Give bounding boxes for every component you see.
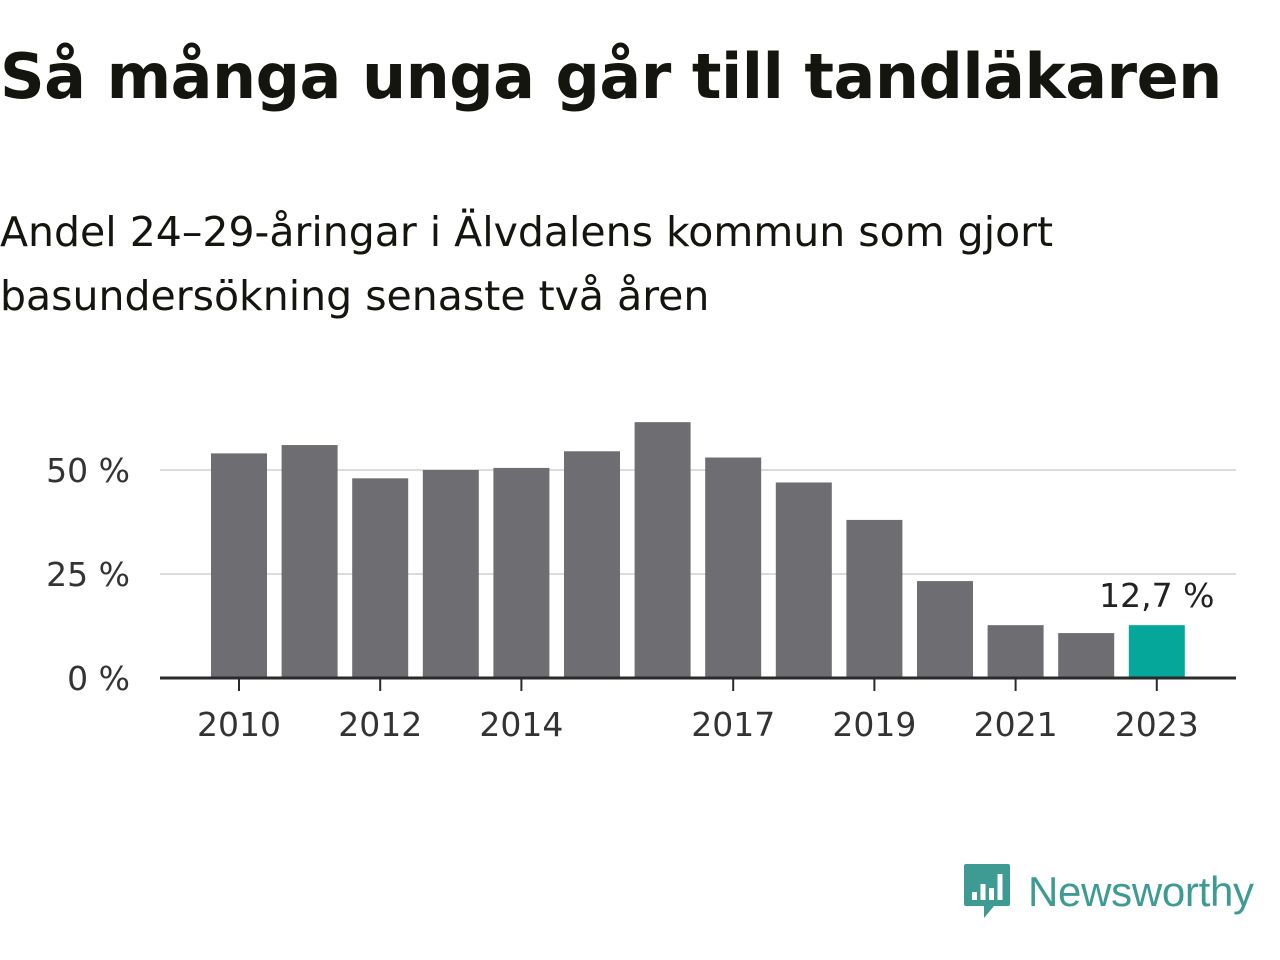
newsworthy-brand: Newsworthy (962, 862, 1254, 922)
gridlines (160, 469, 1236, 575)
axis-labels: 0 % 25 % 50 % 2010 2012 2014 2017 2019 2021 2023 1… (46, 451, 1214, 744)
bar-2013 (422, 470, 479, 678)
x-tick-label: 2019 (832, 705, 916, 744)
chart-subtitle: Andel 24–29-åringar i Älvdalens kommun s… (0, 208, 1054, 320)
bar-chart: 0 % 25 % 50 % 2010 2012 2014 2017 2019 2021 2023 1… (46, 422, 1236, 744)
x-tick-label: 2023 (1115, 705, 1199, 744)
x-axis (160, 676, 1236, 691)
chart-title: Så många unga går till tandläkaren (0, 40, 1222, 113)
bar-2020 (917, 581, 973, 678)
bar-2018 (775, 482, 832, 678)
bar-2022 (1058, 633, 1115, 678)
brand-name: Newsworthy (1028, 868, 1254, 915)
x-tick-label: 2012 (338, 705, 422, 744)
bars (211, 422, 1185, 678)
bar-2011 (281, 445, 338, 678)
y-tick-label: 25 % (46, 555, 130, 594)
y-tick-label: 50 % (46, 451, 130, 490)
bar-2019 (846, 519, 903, 678)
bar-2015 (564, 451, 620, 678)
bar-2021 (987, 625, 1044, 678)
value-label-2023: 12,7 % (1099, 576, 1214, 615)
bar-2010 (211, 453, 267, 678)
newsworthy-logo-icon (964, 864, 1010, 918)
x-tick-label: 2014 (479, 705, 563, 744)
bar-2016 (634, 422, 691, 678)
bar-2012 (352, 478, 409, 678)
bar-2023 (1128, 625, 1185, 678)
x-tick-label: 2017 (691, 705, 775, 744)
bar-2014 (493, 467, 550, 678)
bar-2017 (705, 457, 762, 678)
x-tick-label: 2021 (974, 705, 1058, 744)
x-tick-label: 2010 (197, 705, 281, 744)
y-tick-label: 0 % (67, 659, 130, 698)
